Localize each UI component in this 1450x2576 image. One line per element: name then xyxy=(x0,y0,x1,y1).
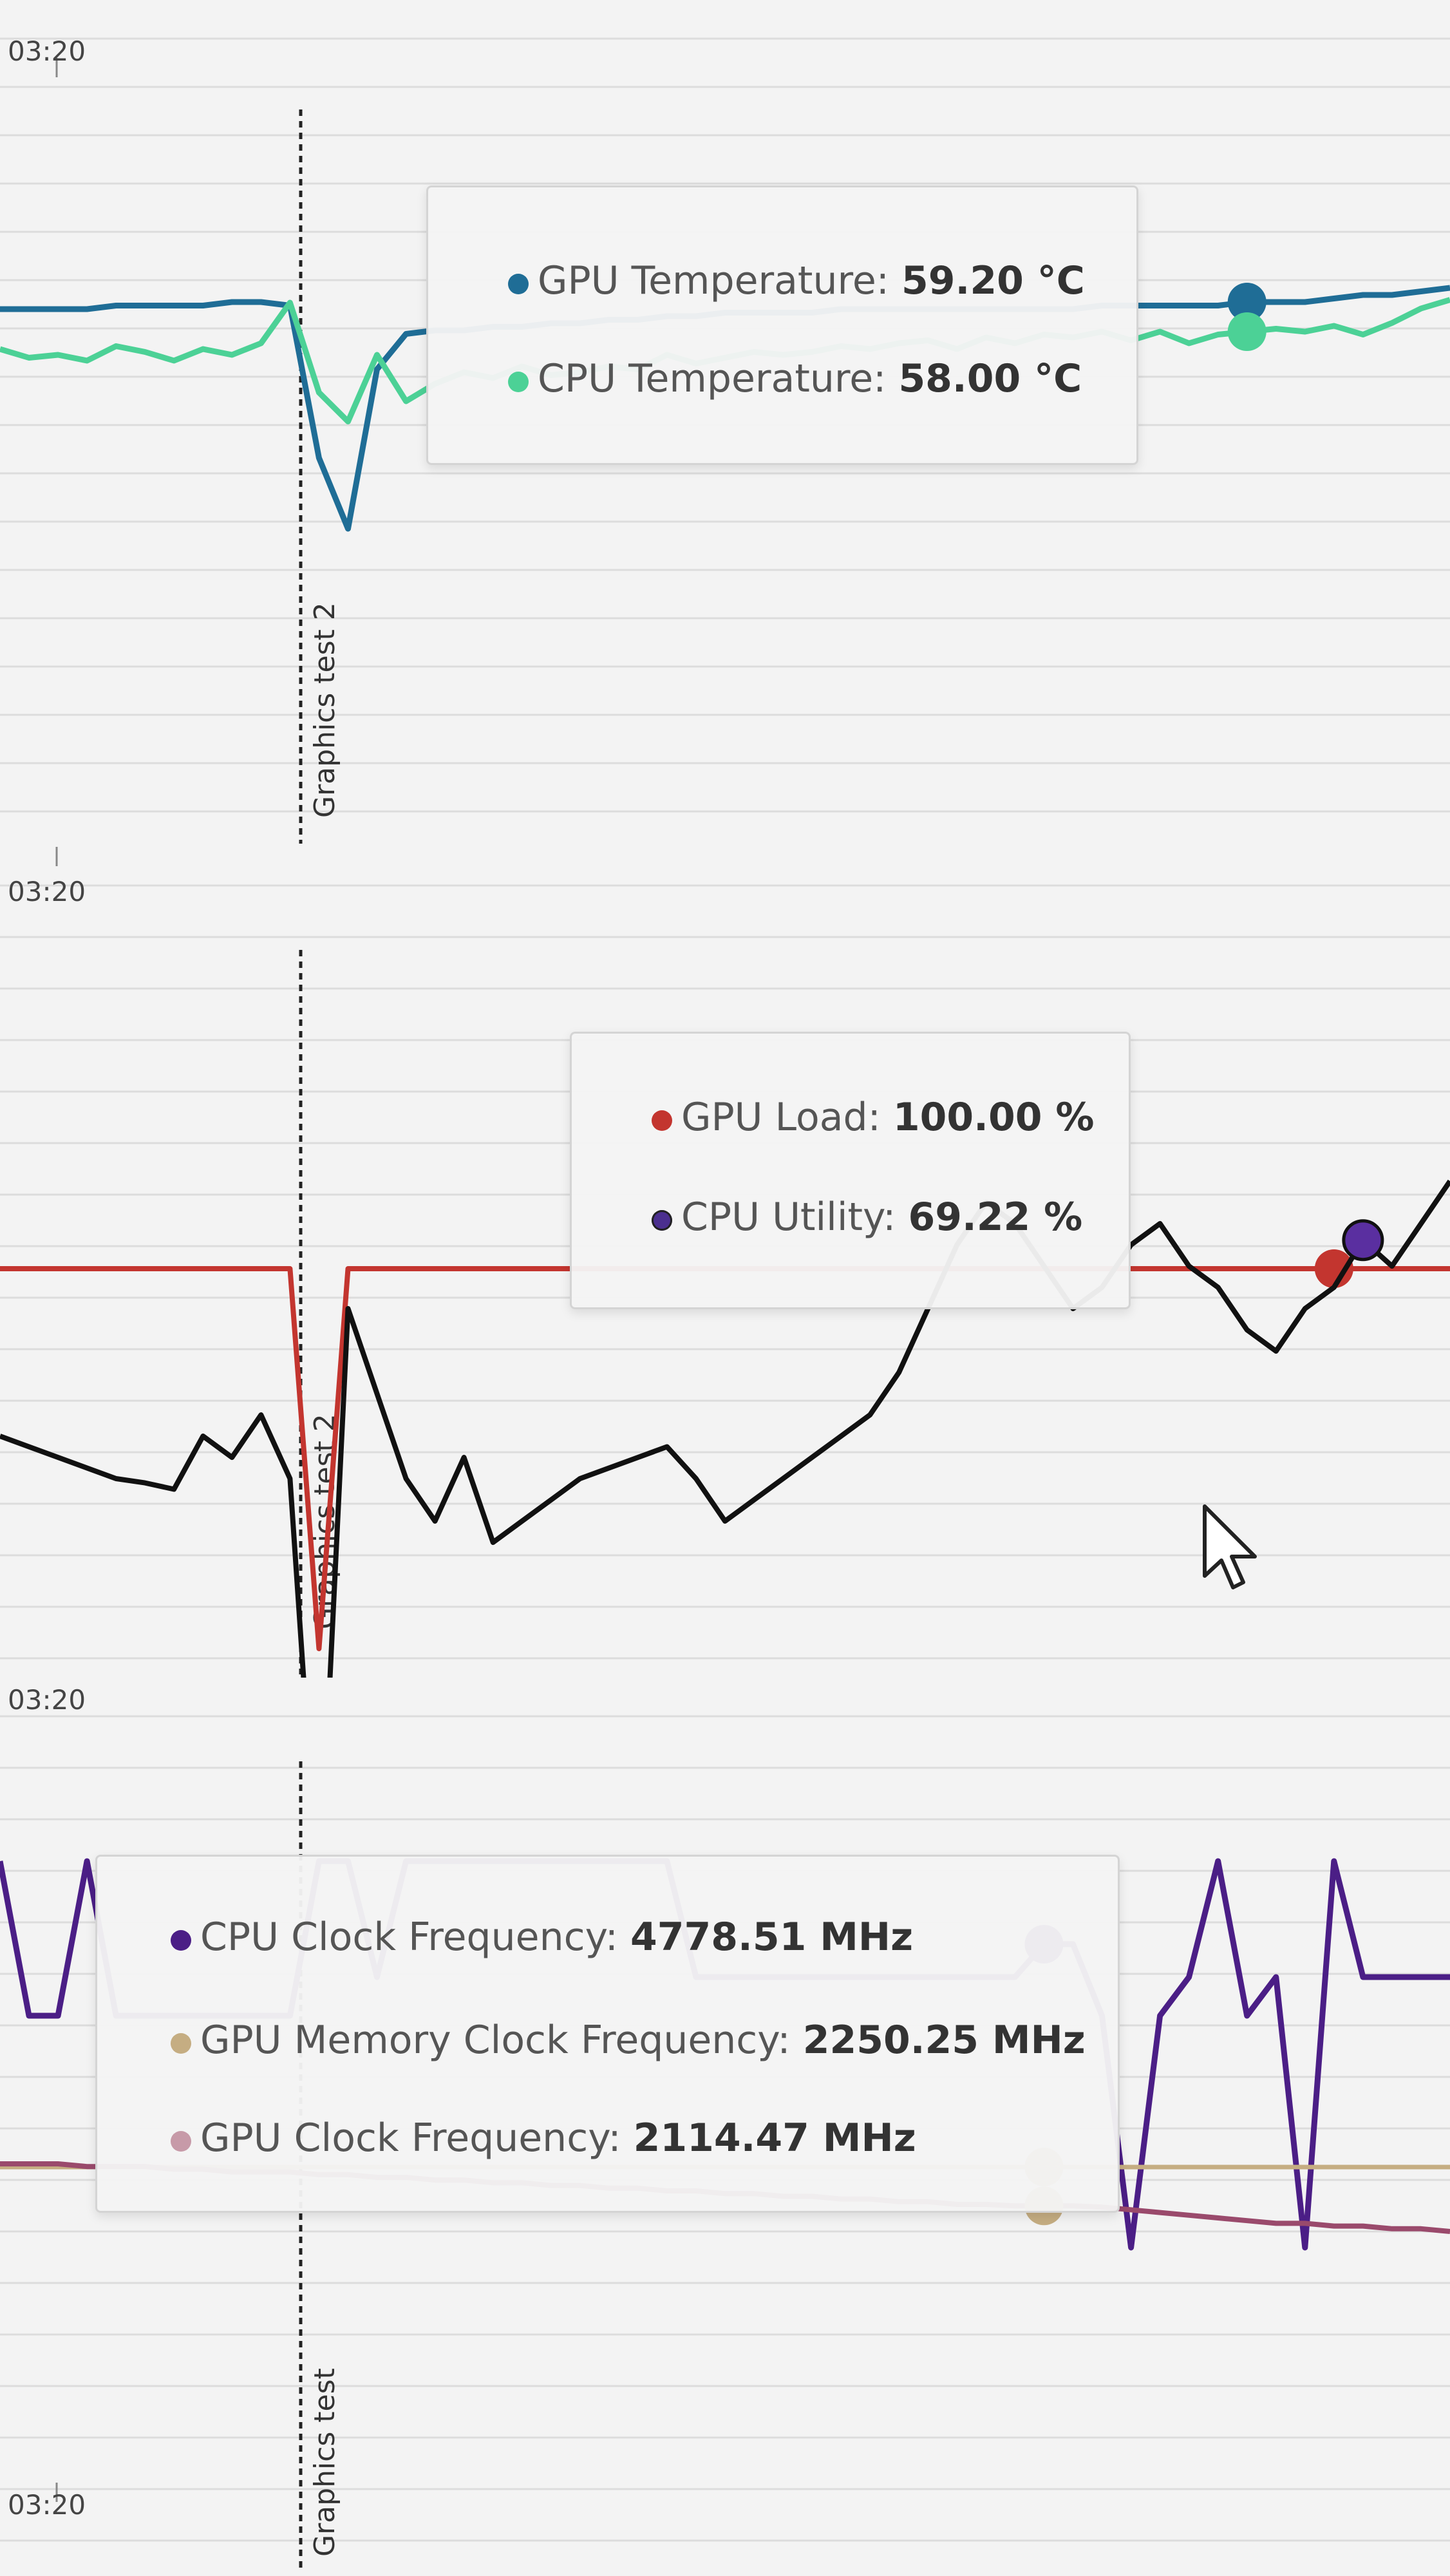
cpu-clock-dot-icon xyxy=(171,1930,191,1951)
tooltip-value: 4778.51 MHz xyxy=(630,1915,914,1960)
tooltip-row-gpu-load: GPU Load: 100.00 % xyxy=(652,1095,1095,1140)
tooltip-row-gpu-clock: GPU Clock Frequency: 2114.47 MHz xyxy=(171,2116,916,2161)
tooltip-row-cpu-clock: CPU Clock Frequency: 4778.51 MHz xyxy=(171,1915,914,1960)
time-axis-label: 03:20 xyxy=(8,1684,86,1716)
tooltip-value: 2114.47 MHz xyxy=(633,2116,916,2161)
tooltip-row-gpu-temp: GPU Temperature: 59.20 °C xyxy=(508,258,1085,303)
time-axis-label: 03:20 xyxy=(8,35,86,67)
tooltip-label: CPU Temperature: xyxy=(538,356,887,401)
tooltip-label: GPU Temperature: xyxy=(538,258,889,303)
gpu-temp-dot-icon xyxy=(508,274,529,294)
event-marker-label: Graphics test xyxy=(308,2368,341,2557)
temperature-chart-panel: Graphics test 2 03:20 GPU Temperature: 5… xyxy=(0,0,1450,847)
tooltip-value: 58.00 °C xyxy=(898,356,1082,401)
tooltip-label: CPU Clock Frequency: xyxy=(200,1915,618,1960)
gpu-load-dot-icon xyxy=(652,1110,672,1131)
gpu-clock-dot-icon xyxy=(171,2131,191,2152)
tooltip-row-gpu-mem-clock: GPU Memory Clock Frequency: 2250.25 MHz xyxy=(171,2018,1086,2063)
clock-tooltip: CPU Clock Frequency: 4778.51 MHz GPU Mem… xyxy=(95,1855,1120,2213)
tooltip-label: GPU Memory Clock Frequency: xyxy=(200,2018,791,2063)
tooltip-value: 59.20 °C xyxy=(901,258,1085,303)
tooltip-row-cpu-temp: CPU Temperature: 58.00 °C xyxy=(508,356,1082,401)
cpu-util-dot-icon xyxy=(652,1210,672,1231)
tooltip-row-cpu-util: CPU Utility: 69.22 % xyxy=(652,1195,1083,1240)
tooltip-label: GPU Load: xyxy=(681,1095,881,1140)
time-axis-label: 03:20 xyxy=(8,876,86,907)
clock-chart-panel: Graphics test 03:20 03:20 CPU Clock Freq… xyxy=(0,1678,1450,2576)
event-marker-label: Graphics test 2 xyxy=(308,602,341,818)
load-tooltip: GPU Load: 100.00 % CPU Utility: 69.22 % xyxy=(570,1032,1131,1309)
hover-point[interactable] xyxy=(1227,312,1266,351)
hover-point[interactable] xyxy=(1342,1219,1384,1262)
load-chart-panel: Graphics test 2 03:20 GPU Load: 100.00 %… xyxy=(0,847,1450,1678)
time-axis-label: 03:20 xyxy=(8,2489,86,2521)
hover-point[interactable] xyxy=(1227,283,1266,321)
tooltip-value: 69.22 % xyxy=(908,1195,1083,1240)
hover-point[interactable] xyxy=(1314,1249,1353,1288)
temperature-tooltip: GPU Temperature: 59.20 °C CPU Temperatur… xyxy=(426,185,1138,465)
tooltip-label: CPU Utility: xyxy=(681,1195,896,1240)
tooltip-value: 2250.25 MHz xyxy=(802,2018,1086,2063)
gpu-mem-clock-dot-icon xyxy=(171,2033,191,2054)
tooltip-label: GPU Clock Frequency: xyxy=(200,2116,621,2161)
tooltip-value: 100.00 % xyxy=(892,1095,1095,1140)
mouse-pointer-icon xyxy=(1203,1504,1257,1589)
cpu-temp-dot-icon xyxy=(508,372,529,392)
